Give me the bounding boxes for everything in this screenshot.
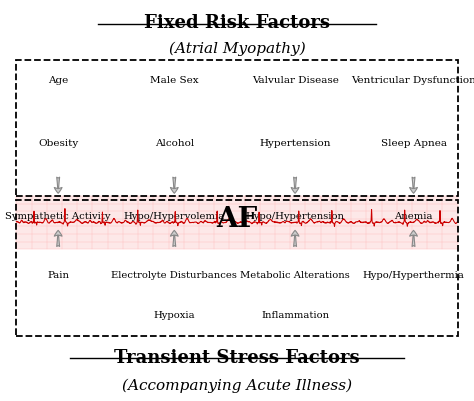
Text: Hypo/Hypervolemia: Hypo/Hypervolemia: [124, 212, 225, 221]
Text: Age: Age: [48, 76, 68, 85]
Bar: [16, 196, 457, 249]
Text: Valvular Disease: Valvular Disease: [252, 76, 338, 85]
Text: Hypertension: Hypertension: [259, 139, 331, 148]
Text: Inflammation: Inflammation: [261, 310, 329, 319]
Text: (Atrial Myopathy): (Atrial Myopathy): [169, 41, 305, 56]
Text: Ventricular Dysfunction: Ventricular Dysfunction: [351, 76, 474, 85]
Text: Sympathetic Activity: Sympathetic Activity: [5, 212, 111, 221]
Text: Pain: Pain: [47, 271, 69, 279]
Text: Electrolyte Disturbances: Electrolyte Disturbances: [111, 271, 237, 279]
Text: AF: AF: [216, 205, 258, 233]
Bar: [16, 200, 457, 336]
Text: Obesity: Obesity: [38, 139, 78, 148]
Text: Metabolic Alterations: Metabolic Alterations: [240, 271, 350, 279]
Text: Sleep Apnea: Sleep Apnea: [381, 139, 447, 148]
Text: (Accompanying Acute Illness): (Accompanying Acute Illness): [122, 377, 352, 392]
Text: Anemia: Anemia: [394, 212, 433, 221]
Bar: [16, 61, 457, 196]
Text: Male Sex: Male Sex: [150, 76, 199, 85]
Text: Alcohol: Alcohol: [155, 139, 194, 148]
Text: Hypo/Hyperthermia: Hypo/Hyperthermia: [363, 271, 465, 279]
Text: Transient Stress Factors: Transient Stress Factors: [114, 348, 360, 366]
Text: Hypo/Hypertension: Hypo/Hypertension: [246, 212, 345, 221]
Text: Fixed Risk Factors: Fixed Risk Factors: [144, 14, 330, 32]
Text: Hypoxia: Hypoxia: [154, 310, 195, 319]
